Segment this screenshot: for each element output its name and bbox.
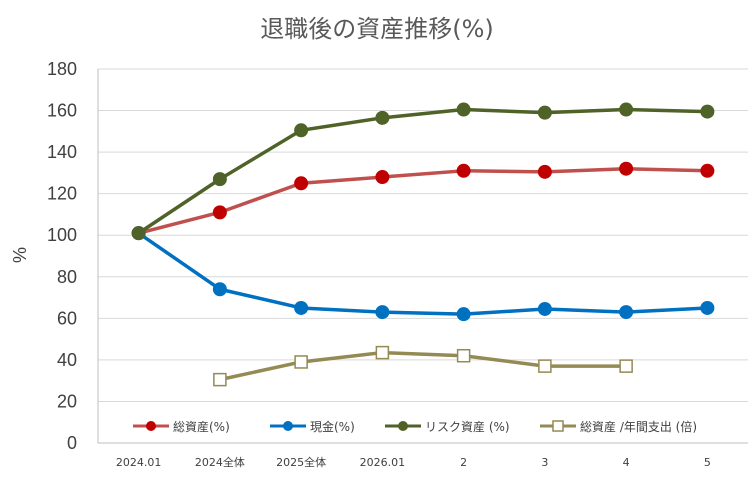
data-point <box>212 205 227 220</box>
data-point <box>619 102 634 117</box>
legend-marker <box>552 420 564 432</box>
x-tick-label: 2 <box>460 456 467 469</box>
series-3 <box>131 102 715 241</box>
series-line <box>137 107 708 235</box>
legend-marker <box>146 421 156 431</box>
data-point <box>537 301 552 316</box>
x-tick-label: 5 <box>704 456 711 469</box>
y-tick-label: 180 <box>47 59 77 79</box>
y-tick-label: 80 <box>57 267 77 287</box>
x-tick-label: 4 <box>623 456 630 469</box>
data-point <box>619 305 634 320</box>
y-tick-label: 0 <box>67 433 77 453</box>
x-tick-label: 2024全体 <box>195 455 245 469</box>
data-point <box>619 161 634 176</box>
data-point <box>213 372 227 387</box>
legend-item: 総資産(%) <box>133 419 230 434</box>
y-tick-label: 160 <box>47 101 77 121</box>
y-tick-label: 140 <box>47 142 77 162</box>
data-point <box>294 123 309 138</box>
data-point <box>619 359 633 373</box>
y-tick-label: 120 <box>47 184 77 204</box>
y-tick-labels: 0 20 40 60 80 100 120 140 160 180 <box>47 59 77 453</box>
data-point <box>294 176 309 191</box>
y-axis-label: % <box>10 247 30 263</box>
legend-label: 総資産 /年間支出 (倍) <box>580 419 697 434</box>
data-point <box>375 110 390 125</box>
y-tick-label: 40 <box>57 350 77 370</box>
data-point <box>456 102 471 117</box>
data-point <box>375 305 390 320</box>
legend-item: リスク資産 (%) <box>385 419 510 434</box>
data-point <box>131 226 146 241</box>
series-line <box>137 231 708 316</box>
axes <box>97 69 748 444</box>
y-tick-label: 20 <box>57 391 77 411</box>
data-point <box>537 164 552 179</box>
y-tick-label: 60 <box>57 308 77 328</box>
data-point <box>456 307 471 322</box>
series-line <box>138 166 708 235</box>
x-tick-label: 2026.01 <box>360 456 406 469</box>
legend-item: 現金(%) <box>270 419 355 434</box>
data-point <box>700 163 715 178</box>
series-4 <box>213 345 633 387</box>
legend-item: 総資産 /年間支出 (倍) <box>540 419 697 434</box>
x-tick-label: 2025全体 <box>276 455 326 469</box>
x-tick-labels: 2024.01 2024全体 2025全体 2026.01 2 3 4 5 <box>116 455 711 469</box>
data-point <box>375 170 390 185</box>
y-tick-label: 100 <box>47 225 77 245</box>
series <box>131 102 715 387</box>
chart-title: 退職後の資産推移(%) <box>260 15 494 43</box>
data-point <box>456 348 471 363</box>
legend-marker <box>398 421 408 431</box>
x-tick-label: 2024.01 <box>116 456 162 469</box>
data-point <box>700 300 715 315</box>
data-point <box>537 105 552 120</box>
x-tick-label: 3 <box>541 456 548 469</box>
series-line <box>219 350 627 382</box>
data-point <box>212 172 227 187</box>
series-2 <box>131 226 715 322</box>
data-point <box>294 355 308 369</box>
data-point <box>700 104 715 119</box>
data-point <box>456 163 471 178</box>
data-point <box>294 300 309 315</box>
legend-label: 総資産(%) <box>173 419 230 434</box>
data-point <box>375 345 390 360</box>
legend-label: リスク資産 (%) <box>425 419 510 434</box>
legend: 総資産(%) 現金(%) リスク資産 (%) 総資産 /年間支出 (倍) <box>133 419 697 434</box>
data-point <box>212 282 227 297</box>
legend-marker <box>283 421 293 431</box>
gridlines <box>98 68 748 402</box>
data-point <box>538 359 552 373</box>
legend-label: 現金(%) <box>310 419 355 434</box>
